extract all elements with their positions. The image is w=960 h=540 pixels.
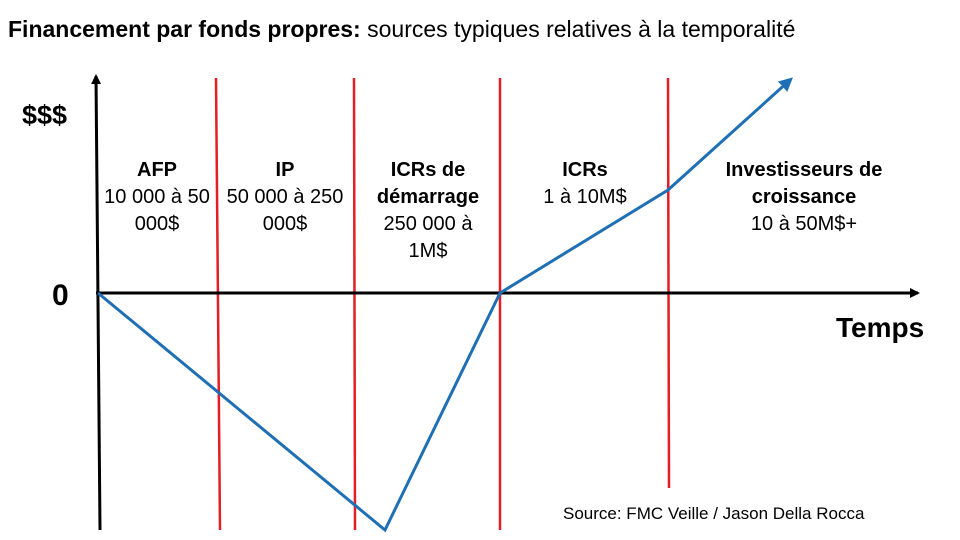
source-credit: Source: FMC Veille / Jason Della Rocca: [563, 504, 865, 523]
stage-name: Investisseurs de croissance: [725, 159, 883, 208]
divider-ip-icrs-demarrage: [352, 77, 357, 531]
stage-icrs-demarrage: ICRs de démarrage 250 000 à 1M$: [366, 157, 490, 265]
diagram-title: Financement par fonds propres: sources t…: [8, 16, 795, 43]
stage-afp: AFP 10 000 à 50 000$: [100, 157, 214, 238]
divider-afp-ip: [214, 77, 222, 531]
funding-curve: [97, 77, 793, 533]
stage-name: IP: [275, 159, 295, 181]
origin-label: 0: [52, 279, 69, 312]
stage-name: ICRs de démarrage: [376, 159, 480, 208]
stage-range: 10 à 50M$+: [750, 213, 858, 235]
stage-range: 1 à 10M$: [543, 186, 627, 208]
stage-range: 10 000 à 50 000$: [104, 186, 210, 235]
title-rest: sources typiques relatives à la temporal…: [360, 16, 796, 42]
title-bold: Financement par fonds propres:: [8, 16, 361, 42]
stage-ip: IP 50 000 à 250 000$: [226, 157, 344, 238]
stage-icrs: ICRs 1 à 10M$: [515, 157, 655, 211]
stage-name: AFP: [137, 159, 177, 181]
y-axis: [91, 74, 102, 531]
divider-icrs-croissance: [666, 77, 671, 489]
x-axis-label: Temps: [836, 312, 925, 343]
stage-name: ICRs: [562, 159, 608, 181]
y-axis-label: $$$: [22, 100, 68, 130]
stage-range: 50 000 à 250 000$: [226, 186, 344, 235]
stage-investisseurs-croissance: Investisseurs de croissance 10 à 50M$+: [690, 157, 918, 238]
stage-range: 250 000 à 1M$: [383, 213, 473, 262]
